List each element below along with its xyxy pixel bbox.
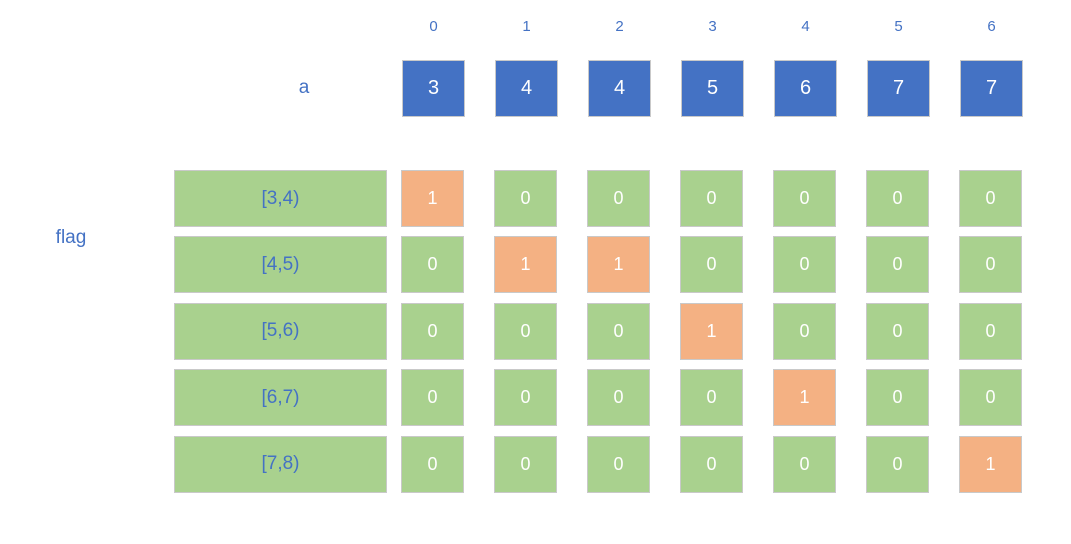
array-value-cell-2: 4 xyxy=(588,60,651,117)
flag-cell-1-6: 0 xyxy=(959,236,1022,294)
array-value-cell-5: 7 xyxy=(867,60,930,117)
flag-cell-0-4: 0 xyxy=(773,170,836,227)
flag-cell-1-4: 0 xyxy=(773,236,836,294)
matrix-row-label-1: [4,5) xyxy=(174,236,387,294)
flag-cell-2-3: 1 xyxy=(680,302,743,360)
flag-cell-2-6: 0 xyxy=(959,302,1022,360)
flag-cell-3-6: 0 xyxy=(959,369,1022,427)
flag-cell-3-2: 0 xyxy=(587,369,650,427)
flag-cell-0-3: 0 xyxy=(680,170,743,227)
flag-cell-1-1: 1 xyxy=(494,236,557,294)
flag-cell-1-0: 0 xyxy=(401,236,464,294)
matrix-row-label-3: [6,7) xyxy=(174,369,387,427)
flag-cell-4-2: 0 xyxy=(587,435,650,493)
flag-cell-0-2: 0 xyxy=(587,170,650,227)
array-index-6: 6 xyxy=(987,18,996,35)
matrix-row-4: [7,8) 0 0 0 0 0 0 1 xyxy=(174,435,1022,493)
flag-cell-2-0: 0 xyxy=(401,302,464,360)
flag-cell-3-3: 0 xyxy=(680,369,743,427)
flag-cell-2-4: 0 xyxy=(773,302,836,360)
flag-cell-4-3: 0 xyxy=(680,435,743,493)
flag-cell-2-5: 0 xyxy=(866,302,929,360)
flag-cell-4-6: 1 xyxy=(959,435,1022,493)
flag-cell-1-2: 1 xyxy=(587,236,650,294)
flag-cell-4-5: 0 xyxy=(866,435,929,493)
flag-cell-3-5: 0 xyxy=(866,369,929,427)
matrix-row-3: [6,7) 0 0 0 0 1 0 0 xyxy=(174,369,1022,427)
flag-cell-1-5: 0 xyxy=(866,236,929,294)
flag-cell-4-4: 0 xyxy=(773,435,836,493)
array-value-cell-3: 5 xyxy=(681,60,744,117)
flag-cell-3-4: 1 xyxy=(773,369,836,427)
array-index-2: 2 xyxy=(615,18,624,35)
flag-cell-4-0: 0 xyxy=(401,435,464,493)
array-value-cell-4: 6 xyxy=(774,60,837,117)
array-index-3: 3 xyxy=(708,18,717,35)
flag-cell-3-0: 0 xyxy=(401,369,464,427)
matrix-row-2: [5,6) 0 0 0 1 0 0 0 xyxy=(174,302,1022,360)
flag-cell-2-2: 0 xyxy=(587,302,650,360)
flag-cell-2-1: 0 xyxy=(494,302,557,360)
array-label: a xyxy=(298,77,310,98)
array-value-cell-1: 4 xyxy=(495,60,558,117)
matrix-row-0: [3,4) 1 0 0 0 0 0 0 xyxy=(174,170,1022,227)
array-index-4: 4 xyxy=(801,18,810,35)
flag-cell-0-6: 0 xyxy=(959,170,1022,227)
matrix-row-1: [4,5) 0 1 1 0 0 0 0 xyxy=(174,236,1022,294)
array-index-row: 0 1 2 3 4 5 6 xyxy=(402,18,1023,35)
flag-cell-1-3: 0 xyxy=(680,236,743,294)
flag-cell-0-5: 0 xyxy=(866,170,929,227)
array-index-1: 1 xyxy=(522,18,531,35)
array-index-5: 5 xyxy=(894,18,903,35)
flag-cell-3-1: 0 xyxy=(494,369,557,427)
array-value-cell-0: 3 xyxy=(402,60,465,117)
flag-cell-0-1: 0 xyxy=(494,170,557,227)
matrix-row-label-2: [5,6) xyxy=(174,302,387,360)
matrix-label: flag xyxy=(55,227,87,248)
array-value-cell-6: 7 xyxy=(960,60,1023,117)
matrix-row-label-4: [7,8) xyxy=(174,435,387,493)
flag-cell-0-0: 1 xyxy=(401,170,464,227)
matrix-row-label-0: [3,4) xyxy=(174,170,387,227)
flag-cell-4-1: 0 xyxy=(494,435,557,493)
array-index-0: 0 xyxy=(429,18,438,35)
